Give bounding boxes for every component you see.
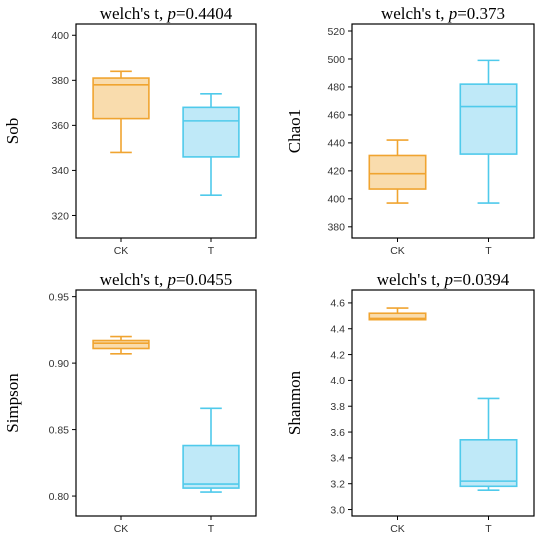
box-iqr bbox=[368, 312, 427, 321]
title-test-name: welch's t, bbox=[100, 4, 168, 23]
y-tick-label: 4.2 bbox=[330, 349, 345, 361]
title-p-value: =0.373 bbox=[457, 4, 505, 23]
title-p-symbol: p bbox=[166, 270, 176, 289]
title-p-value: =0.4404 bbox=[176, 4, 233, 23]
y-tick-label: 4.6 bbox=[330, 298, 345, 310]
y-tick-label: 0.85 bbox=[49, 424, 70, 436]
title-p-symbol: p bbox=[443, 270, 453, 289]
plot-frame bbox=[351, 23, 535, 239]
box-iqr bbox=[459, 439, 518, 488]
chart-title: welch's t, p=0.0455 bbox=[100, 270, 233, 289]
chart-title: welch's t, p=0.0394 bbox=[377, 270, 510, 289]
y-tick-label: 480 bbox=[327, 82, 345, 94]
x-tick-label: CK bbox=[390, 523, 405, 535]
y-tick-label: 3.2 bbox=[330, 479, 345, 491]
title-test-name: welch's t, bbox=[381, 4, 449, 23]
chart-panel-shanmon: welch's t, p=0.0394 Shanmon 3.0 3.2 3.4 3.6 3.… bbox=[285, 270, 535, 535]
y-tick-label: 3.6 bbox=[330, 427, 345, 439]
chart-title: welch's t, p=0.373 bbox=[381, 4, 505, 23]
y-tick-label: 360 bbox=[51, 120, 69, 132]
box-t bbox=[182, 407, 240, 493]
plot-frame bbox=[75, 23, 257, 239]
y-tick-label: 380 bbox=[51, 75, 69, 87]
y-tick-label: 400 bbox=[51, 30, 69, 42]
y-tick-label: 3.4 bbox=[330, 453, 345, 465]
y-axis-label: Simpson bbox=[3, 373, 22, 433]
x-tick-label: T bbox=[208, 523, 215, 535]
box-t bbox=[182, 93, 240, 196]
box-iqr bbox=[459, 83, 518, 155]
box-iqr bbox=[182, 106, 240, 158]
y-tick-label: 0.90 bbox=[49, 358, 70, 370]
x-tick-label: T bbox=[485, 523, 492, 535]
y-tick-label: 460 bbox=[327, 110, 345, 122]
box-ck bbox=[368, 307, 427, 321]
box-iqr bbox=[368, 154, 427, 190]
y-axis-label: Shanmon bbox=[285, 370, 304, 435]
plot-frame bbox=[75, 289, 257, 517]
chart-panel-sob: welch's t, p=0.4404 Sob 320 340 360 380 400 CK T bbox=[3, 4, 257, 257]
y-tick-label: 0.95 bbox=[49, 291, 70, 303]
y-tick-label: 320 bbox=[51, 210, 69, 222]
x-tick-label: CK bbox=[114, 523, 129, 535]
box-t bbox=[459, 59, 518, 204]
title-p-value: =0.0455 bbox=[176, 270, 232, 289]
title-p-value: =0.0394 bbox=[453, 270, 510, 289]
y-axis-label: Chao1 bbox=[285, 109, 304, 153]
y-tick-label: 440 bbox=[327, 138, 345, 150]
y-tick-label: 500 bbox=[327, 54, 345, 66]
title-p-symbol: p bbox=[166, 4, 176, 23]
title-test-name: welch's t, bbox=[100, 270, 168, 289]
box-iqr bbox=[182, 444, 240, 489]
box-ck bbox=[368, 139, 427, 204]
y-axis-label: Sob bbox=[3, 118, 22, 144]
y-tick-label: 0.80 bbox=[49, 491, 70, 503]
x-tick-label: T bbox=[485, 245, 492, 257]
y-tick-label: 3.0 bbox=[330, 504, 345, 516]
y-tick-label: 4.0 bbox=[330, 375, 345, 387]
y-tick-label: 4.4 bbox=[330, 324, 345, 336]
chart-title: welch's t, p=0.4404 bbox=[100, 4, 233, 23]
title-test-name: welch's t, bbox=[377, 270, 445, 289]
y-tick-label: 380 bbox=[327, 222, 345, 234]
box-iqr bbox=[92, 339, 150, 350]
title-p-symbol: p bbox=[448, 4, 458, 23]
plot-frame bbox=[351, 289, 535, 517]
x-tick-label: CK bbox=[114, 245, 129, 257]
box-t bbox=[459, 397, 518, 491]
box-ck bbox=[92, 70, 150, 154]
chart-panel-chao1: welch's t, p=0.373 Chao1 380 400 420 440 460 48… bbox=[285, 4, 535, 257]
chart-panel-simpson: welch's t, p=0.0455 Simpson 0.80 0.85 0.90 0.… bbox=[3, 270, 257, 535]
y-tick-label: 340 bbox=[51, 165, 69, 177]
x-tick-label: T bbox=[208, 245, 215, 257]
y-tick-label: 520 bbox=[327, 26, 345, 38]
y-tick-label: 400 bbox=[327, 194, 345, 206]
y-tick-label: 420 bbox=[327, 166, 345, 178]
box-ck bbox=[92, 335, 150, 355]
x-tick-label: CK bbox=[390, 245, 405, 257]
y-tick-label: 3.8 bbox=[330, 401, 345, 413]
